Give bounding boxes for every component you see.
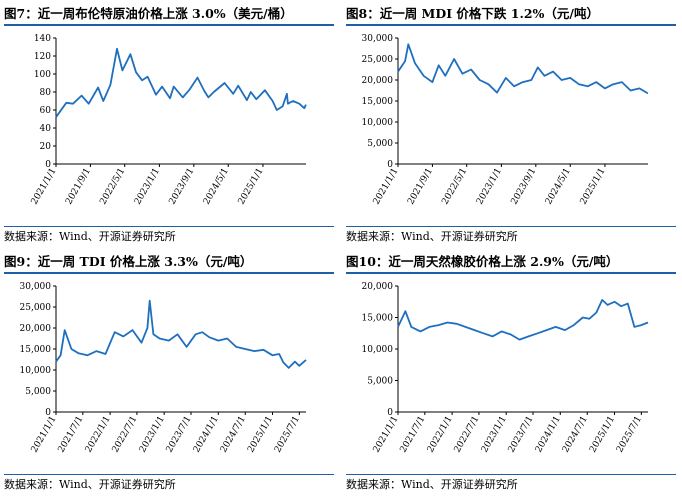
x-tick-label: 2023/9/1 [168,167,197,207]
source-note: 数据来源：Wind、开源证券研究所 [4,474,334,495]
line-chart-brent: 0 20 40 60 80 100 120 140 2021/1/1 2021/9/1 2022/5… [30,34,307,207]
x-tick-label: 2024/7/1 [219,415,248,455]
y-tick-label: 100 [34,70,51,80]
x-tick-label: 2022/1/1 [84,415,113,455]
x-tick-label: 2024/7/1 [561,415,590,455]
x-tick-label: 2024/1/1 [534,415,563,455]
y-tick-label: 140 [34,34,51,44]
x-tick-label: 2023/7/1 [507,415,536,455]
y-tick-label: 20,000 [362,282,394,292]
y-tick-label: 10,000 [362,118,394,128]
y-tick-label: 15,000 [20,345,52,355]
x-tick-label: 2022/7/1 [111,415,140,455]
y-tick-label: 25,000 [362,55,394,65]
y-tick-label: 0 [387,160,393,170]
x-tick-label: 2021/1/1 [372,415,401,455]
x-tick-label: 2021/1/1 [30,167,59,207]
line-chart-tdi: 0 5,000 10,000 15,000 20,000 25,000 30,000 2021… [20,282,307,455]
source-note: 数据来源：Wind、开源证券研究所 [346,474,676,495]
chart-panel-brent: 图7：近一周布伦特原油价格上涨 3.0%（美元/桶） 0 20 40 60 80 100 1… [4,4,338,249]
x-tick-label: 2022/5/1 [440,167,469,207]
chart-title: 图8：近一周 MDI 价格下跌 1.2%（元/吨） [346,4,676,26]
x-tick-label: 2025/1/1 [246,415,275,455]
y-tick-label: 80 [40,88,52,98]
y-tick-label: 15,000 [362,97,394,107]
x-tick-label: 2025/7/1 [615,415,644,455]
chart-title: 图9：近一周 TDI 价格上涨 3.3%（元/吨） [4,252,334,274]
y-tick-label: 120 [34,52,51,62]
x-tick-label: 2023/1/1 [133,167,162,207]
y-tick-label: 5,000 [25,387,51,397]
y-tick-label: 20,000 [20,324,52,334]
x-tick-label: 2021/1/1 [30,415,59,455]
chart-panel-tdi: 图9：近一周 TDI 价格上涨 3.3%（元/吨） 0 5,000 10,000 15… [4,252,338,497]
line-chart-rubber: 0 5,000 10,000 15,000 20,000 2021/1/12021/7/1… [362,282,649,455]
y-tick-label: 20,000 [362,76,394,86]
chart-title: 图7：近一周布伦特原油价格上涨 3.0%（美元/桶） [4,4,334,26]
source-note: 数据来源：Wind、开源证券研究所 [346,226,676,247]
series-line [55,47,307,118]
x-tick-label: 2025/1/1 [579,167,608,207]
chart-panel-rubber: 图10：近一周天然橡胶价格上涨 2.9%（元/吨） 0 5,000 10,000 15… [346,252,680,497]
x-tick-label: 2022/7/1 [453,415,482,455]
x-tick-label: 2022/1/1 [426,415,455,455]
y-tick-label: 25,000 [20,303,52,313]
y-tick-label: 0 [45,160,51,170]
x-tick-label: 2023/9/1 [510,167,539,207]
y-tick-label: 10,000 [362,345,394,355]
y-tick-label: 30,000 [20,282,52,292]
x-tick-label: 2023/1/1 [475,167,504,207]
chart-title: 图10：近一周天然橡胶价格上涨 2.9%（元/吨） [346,252,676,274]
y-tick-label: 15,000 [362,314,394,324]
x-tick-label: 2024/5/1 [544,167,573,207]
chart-panel-mdi: 图8：近一周 MDI 价格下跌 1.2%（元/吨） 0 5,000 10,000 15… [346,4,680,249]
series-line [397,43,649,95]
x-tick-label: 2021/7/1 [399,415,428,455]
x-tick-label: 2021/7/1 [57,415,86,455]
y-tick-label: 30,000 [362,34,394,44]
y-tick-label: 60 [40,106,52,116]
x-tick-label: 2025/7/1 [273,415,302,455]
x-tick-label: 2025/1/1 [588,415,617,455]
y-tick-label: 0 [387,408,393,418]
y-tick-label: 20 [40,142,52,152]
y-tick-label: 5,000 [367,139,393,149]
x-tick-label: 2022/5/1 [98,167,127,207]
x-tick-label: 2024/1/1 [192,415,221,455]
x-tick-label: 2024/5/1 [202,167,231,207]
x-tick-label: 2023/1/1 [138,415,167,455]
x-tick-label: 2021/9/1 [64,167,93,207]
series-line [55,299,307,369]
y-tick-label: 5,000 [367,377,393,387]
y-tick-label: 10,000 [20,366,52,376]
x-tick-label: 2021/1/1 [372,167,401,207]
line-chart-mdi: 0 5,000 10,000 15,000 20,000 25,000 30,000 2021… [362,34,649,207]
x-tick-label: 2025/1/1 [237,167,266,207]
y-tick-label: 40 [40,124,52,134]
x-tick-label: 2023/1/1 [480,415,509,455]
x-tick-label: 2023/7/1 [165,415,194,455]
x-tick-label: 2021/9/1 [406,167,435,207]
y-tick-label: 0 [45,408,51,418]
source-note: 数据来源：Wind、开源证券研究所 [4,226,334,247]
series-line [397,298,649,341]
